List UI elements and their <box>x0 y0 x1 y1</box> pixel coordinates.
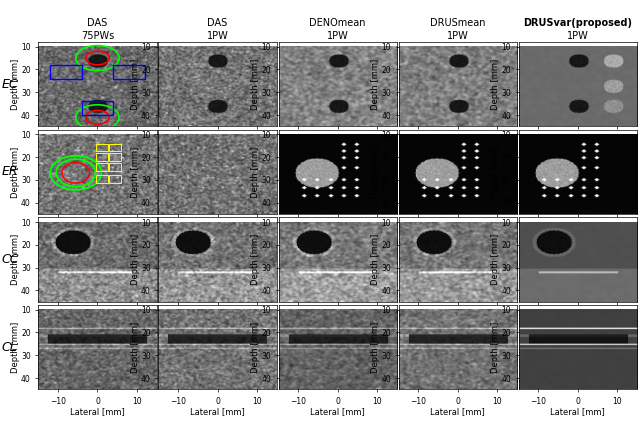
Y-axis label: Depth [mm]: Depth [mm] <box>11 59 20 110</box>
X-axis label: Lateral [mm]: Lateral [mm] <box>310 408 365 416</box>
Y-axis label: Depth [mm]: Depth [mm] <box>251 59 260 110</box>
Bar <box>97 144 108 152</box>
Bar <box>109 176 121 184</box>
Text: 1PW: 1PW <box>207 31 228 41</box>
Y-axis label: Depth [mm]: Depth [mm] <box>131 234 140 285</box>
Bar <box>97 163 108 171</box>
X-axis label: Lateral [mm]: Lateral [mm] <box>430 408 485 416</box>
Y-axis label: Depth [mm]: Depth [mm] <box>131 59 140 110</box>
Y-axis label: Depth [mm]: Depth [mm] <box>131 322 140 373</box>
Y-axis label: Depth [mm]: Depth [mm] <box>11 322 20 373</box>
Text: 1PW: 1PW <box>327 31 348 41</box>
Y-axis label: Depth [mm]: Depth [mm] <box>491 147 500 197</box>
Bar <box>113 65 145 79</box>
Bar <box>109 163 121 171</box>
Y-axis label: Depth [mm]: Depth [mm] <box>371 322 380 373</box>
Y-axis label: Depth [mm]: Depth [mm] <box>371 234 380 285</box>
Text: 75PWs: 75PWs <box>81 31 114 41</box>
Y-axis label: Depth [mm]: Depth [mm] <box>491 322 500 373</box>
Text: DRUSvar(proposed): DRUSvar(proposed) <box>524 18 632 28</box>
Y-axis label: Depth [mm]: Depth [mm] <box>131 147 140 197</box>
Y-axis label: Depth [mm]: Depth [mm] <box>251 234 260 285</box>
Text: DRUSmean: DRUSmean <box>430 18 485 28</box>
Y-axis label: Depth [mm]: Depth [mm] <box>491 59 500 110</box>
Bar <box>97 154 108 162</box>
Text: DENOmean: DENOmean <box>309 18 366 28</box>
Y-axis label: Depth [mm]: Depth [mm] <box>371 59 380 110</box>
Y-axis label: Depth [mm]: Depth [mm] <box>251 322 260 373</box>
Bar <box>82 101 113 115</box>
Bar <box>97 176 108 184</box>
X-axis label: Lateral [mm]: Lateral [mm] <box>70 408 125 416</box>
Text: CL: CL <box>1 341 17 354</box>
Y-axis label: Depth [mm]: Depth [mm] <box>251 147 260 197</box>
X-axis label: Lateral [mm]: Lateral [mm] <box>190 408 245 416</box>
Text: ER: ER <box>1 165 18 179</box>
Y-axis label: Depth [mm]: Depth [mm] <box>491 234 500 285</box>
Y-axis label: Depth [mm]: Depth [mm] <box>11 147 20 197</box>
Y-axis label: Depth [mm]: Depth [mm] <box>371 147 380 197</box>
Text: 1PW: 1PW <box>567 31 589 41</box>
Text: EC: EC <box>1 78 18 91</box>
Text: DAS: DAS <box>87 18 108 28</box>
Text: CC: CC <box>1 253 19 266</box>
Text: 1PW: 1PW <box>447 31 468 41</box>
Bar <box>109 144 121 152</box>
X-axis label: Lateral [mm]: Lateral [mm] <box>550 408 605 416</box>
Bar <box>109 154 121 162</box>
Bar <box>50 65 82 79</box>
Text: DAS: DAS <box>207 18 228 28</box>
Y-axis label: Depth [mm]: Depth [mm] <box>11 234 20 285</box>
